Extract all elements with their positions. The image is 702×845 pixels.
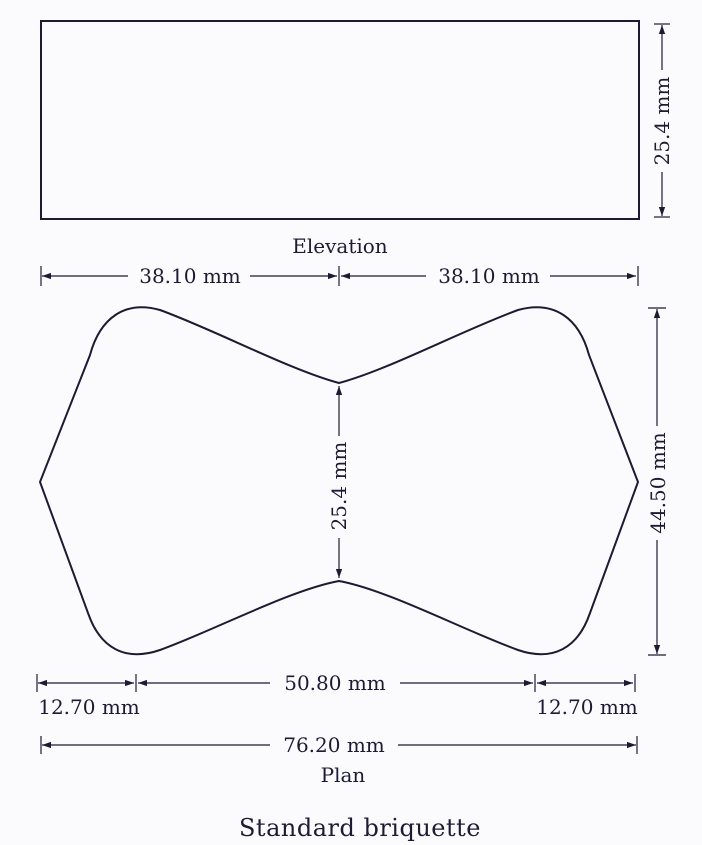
right-half-length-label: 38.10 mm xyxy=(438,264,540,288)
elevation-view: 25.4 mm Elevation xyxy=(40,20,674,258)
elevation-height-label: 25.4 mm xyxy=(650,77,674,166)
half-length-dimensions: 38.10 mm 38.10 mm xyxy=(40,264,639,288)
right-end-length-label: 12.70 mm xyxy=(536,695,638,719)
elevation-label: Elevation xyxy=(292,234,388,258)
total-length-dimension: 76.20 mm xyxy=(40,733,638,757)
segment-dimensions: 12.70 mm 50.80 mm 12.70 mm xyxy=(36,671,638,719)
plan-height-dimension: 44.50 mm xyxy=(646,307,670,656)
elevation-height-dimension: 25.4 mm xyxy=(650,23,674,218)
elevation-outline xyxy=(40,20,640,220)
waist-dimension: 25.4 mm xyxy=(327,386,351,578)
plan-outline xyxy=(38,306,640,656)
plan-view: 25.4 mm 44.50 mm 12.70 mm 50.80 mm xyxy=(36,306,670,787)
plan-height-label: 44.50 mm xyxy=(646,432,670,534)
waist-width-label: 25.4 mm xyxy=(327,442,351,531)
left-end-length-label: 12.70 mm xyxy=(38,695,140,719)
left-half-length-label: 38.10 mm xyxy=(139,264,241,288)
middle-length-label: 50.80 mm xyxy=(284,671,386,695)
plan-label: Plan xyxy=(321,763,366,787)
figure-caption: Standard briquette xyxy=(239,814,481,842)
total-length-label: 76.20 mm xyxy=(283,733,385,757)
